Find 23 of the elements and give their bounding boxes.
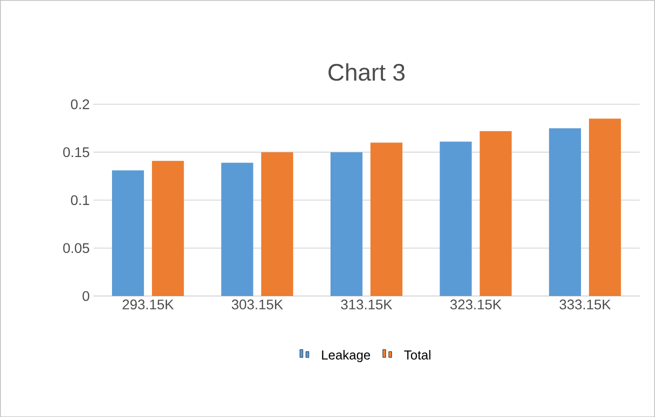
y-tick-label: 0.1 [70, 195, 90, 205]
x-tick-label: 323.15K [450, 299, 502, 310]
y-tick-label: 0.15 [63, 147, 90, 158]
chart-title: Chart 3 [328, 63, 405, 81]
bar [152, 160, 184, 296]
y-tick-label: 0.05 [63, 243, 90, 253]
x-tick-label: 333.15K [560, 299, 611, 310]
x-tick-label: 313.15K [341, 299, 392, 310]
bar [370, 142, 402, 296]
bar [221, 162, 254, 296]
bar [480, 130, 512, 296]
x-tick-label: 303.15K [232, 299, 283, 310]
legend-label: Leakage [322, 350, 370, 362]
bar [549, 128, 581, 296]
bar [440, 142, 472, 296]
y-tick-label: 0.2 [70, 99, 90, 110]
y-tick-label: 0 [82, 290, 90, 301]
x-tick-label: 293.15K [122, 299, 174, 310]
bar [330, 152, 362, 296]
bar [588, 118, 621, 296]
bar [261, 152, 294, 296]
legend-label: Total [404, 350, 430, 360]
bar [112, 170, 144, 296]
